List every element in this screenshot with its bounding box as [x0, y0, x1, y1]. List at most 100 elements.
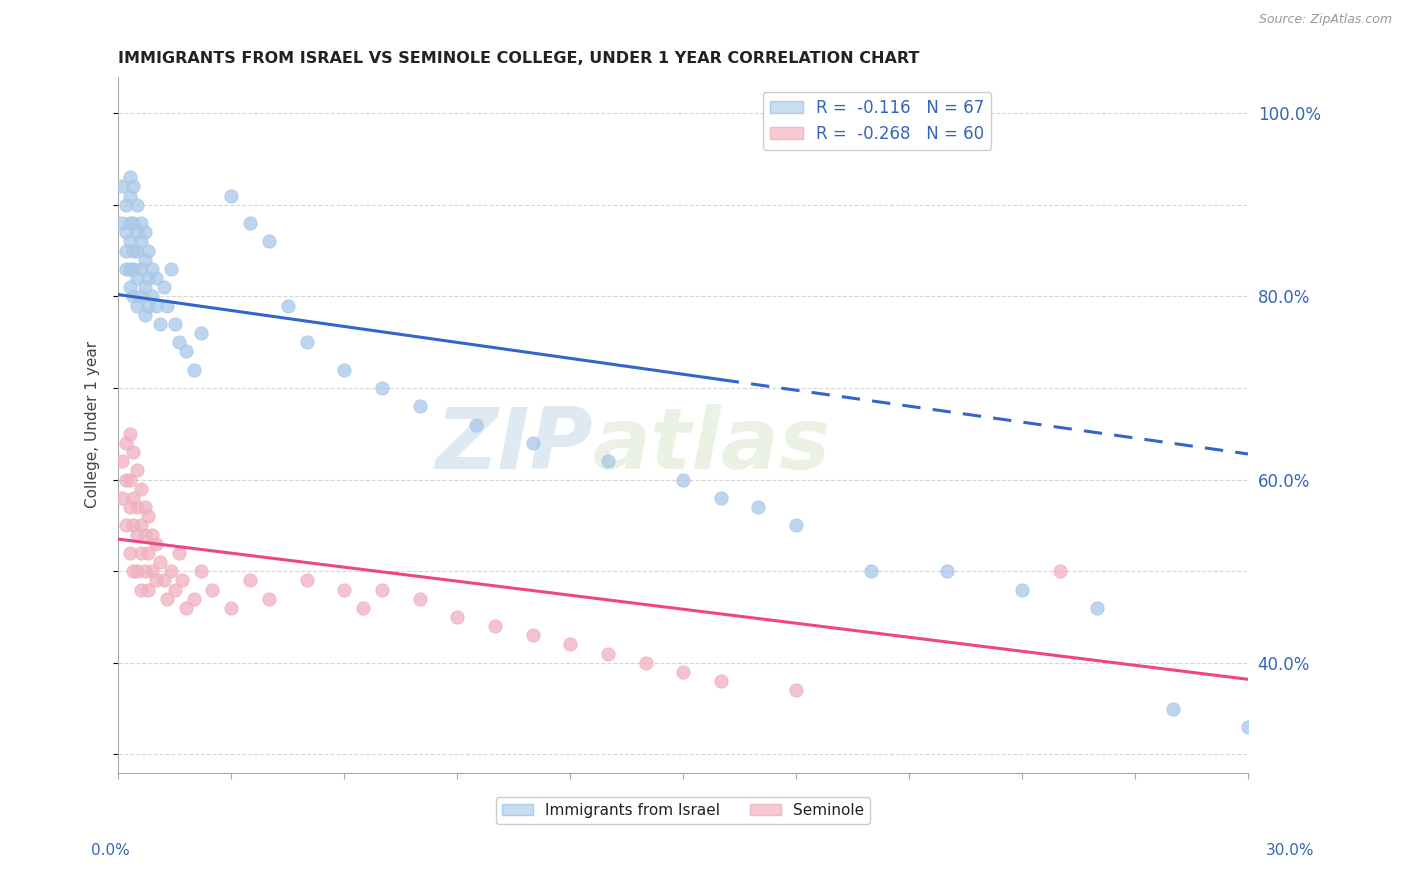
Point [138, 244, 160, 258]
Point [118, 235, 141, 249]
Point [163, 317, 186, 331]
Point [160, 564, 183, 578]
Point [352, 600, 374, 615]
Point [127, 463, 149, 477]
Point [1011, 582, 1033, 597]
Point [149, 555, 172, 569]
Point [221, 188, 243, 202]
Point [163, 582, 186, 597]
Point [1237, 720, 1260, 734]
Point [596, 454, 619, 468]
Point [560, 638, 582, 652]
Point [118, 280, 141, 294]
Point [190, 326, 212, 340]
Point [785, 518, 807, 533]
Point [141, 261, 163, 276]
Point [333, 582, 356, 597]
Text: 30.0%: 30.0% [1267, 843, 1315, 858]
Point [122, 244, 145, 258]
Point [152, 574, 174, 588]
Point [172, 574, 194, 588]
Point [129, 289, 152, 303]
Text: 0.0%: 0.0% [91, 843, 131, 858]
Point [129, 582, 152, 597]
Point [149, 317, 172, 331]
Text: IMMIGRANTS FROM ISRAEL VS SEMINOLE COLLEGE, UNDER 1 YEAR CORRELATION CHART: IMMIGRANTS FROM ISRAEL VS SEMINOLE COLLE… [118, 51, 920, 66]
Point [145, 271, 167, 285]
Point [138, 582, 160, 597]
Point [127, 500, 149, 514]
Point [183, 591, 205, 606]
Point [446, 610, 468, 624]
Point [122, 179, 145, 194]
Point [122, 518, 145, 533]
Point [672, 473, 695, 487]
Point [118, 216, 141, 230]
Point [141, 289, 163, 303]
Point [295, 574, 318, 588]
Point [115, 473, 138, 487]
Point [295, 335, 318, 350]
Point [167, 546, 190, 560]
Point [134, 308, 156, 322]
Point [174, 344, 197, 359]
Point [115, 225, 138, 239]
Point [145, 537, 167, 551]
Point [118, 188, 141, 202]
Text: atlas: atlas [593, 404, 831, 487]
Text: Source: ZipAtlas.com: Source: ZipAtlas.com [1258, 13, 1392, 27]
Point [408, 591, 430, 606]
Point [129, 235, 152, 249]
Point [127, 244, 149, 258]
Point [860, 564, 883, 578]
Point [127, 271, 149, 285]
Point [115, 261, 138, 276]
Point [167, 335, 190, 350]
Point [127, 564, 149, 578]
Point [710, 491, 733, 505]
Point [122, 261, 145, 276]
Point [138, 509, 160, 524]
Point [129, 261, 152, 276]
Point [127, 527, 149, 541]
Point [127, 198, 149, 212]
Point [127, 225, 149, 239]
Point [141, 564, 163, 578]
Point [408, 400, 430, 414]
Point [465, 417, 488, 432]
Point [634, 656, 657, 670]
Point [115, 518, 138, 533]
Point [129, 482, 152, 496]
Point [134, 280, 156, 294]
Text: ZIP: ZIP [436, 404, 593, 487]
Point [134, 225, 156, 239]
Point [1085, 600, 1108, 615]
Point [134, 252, 156, 267]
Point [129, 546, 152, 560]
Point [221, 600, 243, 615]
Point [118, 473, 141, 487]
Point [257, 591, 280, 606]
Point [190, 564, 212, 578]
Point [484, 619, 506, 633]
Point [129, 518, 152, 533]
Point [141, 527, 163, 541]
Point [183, 362, 205, 376]
Point [118, 261, 141, 276]
Point [111, 454, 134, 468]
Point [201, 582, 224, 597]
Point [145, 574, 167, 588]
Legend: Immigrants from Israel, Seminole: Immigrants from Israel, Seminole [496, 797, 870, 824]
Point [129, 216, 152, 230]
Point [239, 216, 262, 230]
Point [1161, 701, 1184, 715]
Point [710, 674, 733, 689]
Point [156, 299, 179, 313]
Point [115, 198, 138, 212]
Point [138, 546, 160, 560]
Point [122, 445, 145, 459]
Point [522, 436, 544, 450]
Point [371, 582, 394, 597]
Point [672, 665, 695, 679]
Point [522, 628, 544, 642]
